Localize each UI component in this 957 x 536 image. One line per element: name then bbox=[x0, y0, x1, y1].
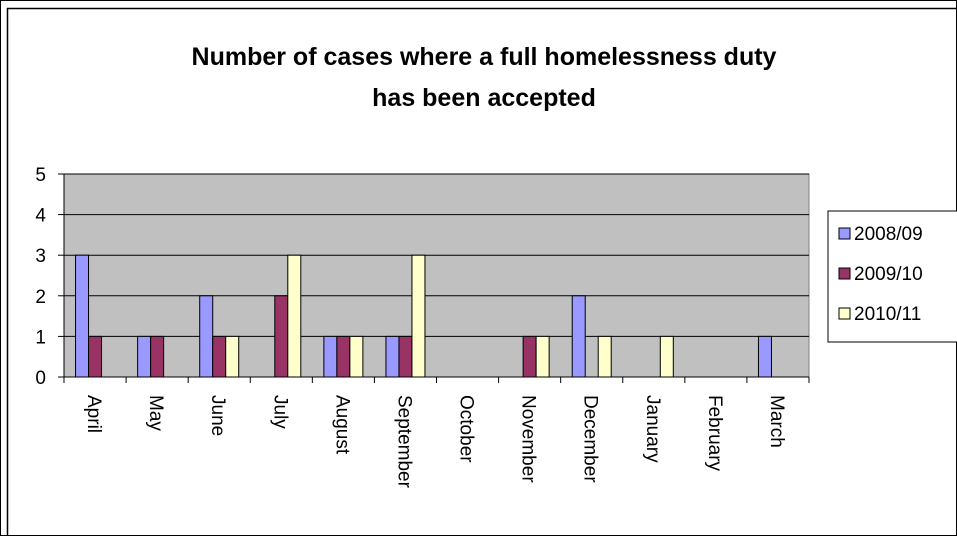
legend-swatch-2008-09 bbox=[838, 227, 851, 240]
y-tick-label: 0 bbox=[35, 368, 46, 389]
x-tick-label-march: March bbox=[766, 395, 787, 448]
bar-2009-10-july bbox=[274, 295, 289, 378]
plot-area bbox=[63, 173, 810, 378]
legend-swatch-2009-10 bbox=[838, 267, 851, 280]
x-tick-label-december: December bbox=[580, 395, 601, 483]
bar-2008-09-april bbox=[75, 254, 90, 378]
y-axis: 0 1 2 3 4 5 bbox=[35, 165, 65, 389]
x-tick-label-january: January bbox=[642, 395, 663, 463]
y-tick-label: 2 bbox=[35, 287, 46, 308]
bar-2008-09-march bbox=[757, 335, 772, 378]
x-tick-label-april: April bbox=[83, 395, 104, 433]
x-axis bbox=[63, 376, 810, 383]
bar-2008-09-june bbox=[199, 295, 214, 378]
gridlines bbox=[64, 173, 809, 337]
bar-2009-10-april bbox=[88, 335, 103, 378]
bar-2010-11-november bbox=[535, 335, 550, 378]
bar-2009-10-june bbox=[212, 335, 227, 378]
bar-2008-09-september bbox=[385, 335, 400, 378]
y-tick-label: 3 bbox=[35, 246, 46, 267]
x-tick-label-july: July bbox=[269, 395, 290, 429]
chart-title-line-2: has been accepted bbox=[372, 84, 596, 112]
chart-title-line-1: Number of cases where a full homelessnes… bbox=[192, 43, 777, 71]
legend-swatch-2010-11 bbox=[838, 307, 851, 320]
y-tick-label: 1 bbox=[35, 327, 46, 348]
bar-2010-11-july bbox=[287, 254, 302, 378]
bar-2010-11-june bbox=[225, 335, 240, 378]
bar-2009-10-november bbox=[522, 335, 537, 378]
bar-2009-10-september bbox=[398, 335, 413, 378]
bar-2009-10-august bbox=[336, 335, 351, 378]
bar-2010-11-august bbox=[349, 335, 364, 378]
x-tick-label-november: November bbox=[518, 395, 539, 483]
bar-2009-10-may bbox=[150, 335, 165, 378]
bar-2008-09-august bbox=[323, 335, 338, 378]
legend-label-2008-09: 2008/09 bbox=[854, 224, 923, 245]
y-tick-label: 4 bbox=[35, 206, 46, 227]
bars bbox=[75, 254, 772, 378]
x-tick-label-october: October bbox=[456, 395, 477, 463]
y-tick-label: 5 bbox=[35, 165, 46, 186]
x-tick-label-september: September bbox=[393, 395, 414, 489]
bar-2008-09-may bbox=[137, 335, 152, 378]
x-tick-label-may: May bbox=[145, 395, 166, 431]
bar-2010-11-december bbox=[597, 335, 612, 378]
x-tick-label-june: June bbox=[207, 395, 228, 436]
legend-label-2010-11: 2010/11 bbox=[854, 304, 921, 325]
x-tick-label-august: August bbox=[331, 395, 352, 455]
bar-2010-11-january bbox=[659, 335, 674, 378]
x-tick-label-february: February bbox=[704, 395, 725, 472]
chart-area-border bbox=[6, 7, 957, 536]
legend: 2008/09 2009/10 2010/11 bbox=[827, 210, 957, 343]
x-axis-labels: April May June July August September October No… bbox=[83, 395, 787, 489]
bar-2010-11-september bbox=[411, 254, 426, 378]
legend-label-2009-10: 2009/10 bbox=[854, 264, 923, 285]
bar-2008-09-december bbox=[571, 295, 586, 378]
